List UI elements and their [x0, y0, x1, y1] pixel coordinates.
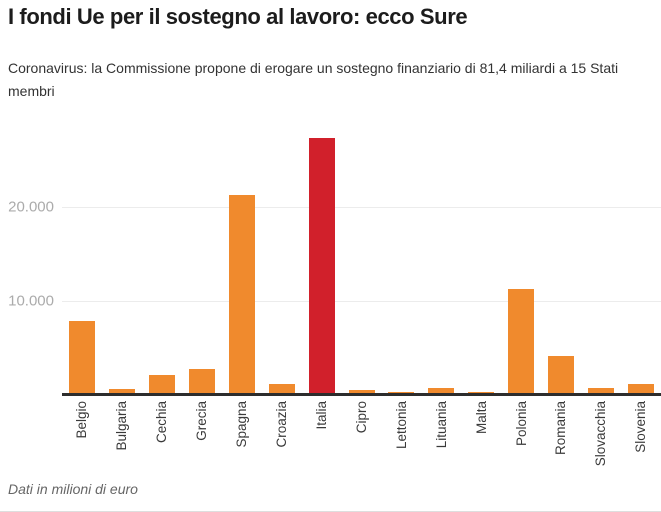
- bar-cell: [581, 130, 621, 394]
- bar-romania: [548, 356, 575, 394]
- bar-cell: [621, 130, 661, 394]
- x-label-cell: Grecia: [182, 401, 222, 475]
- x-axis-label-grecia: Grecia: [194, 401, 210, 441]
- bar-cell: [382, 130, 422, 394]
- bar-cell: [461, 130, 501, 394]
- plot-area: 10.000 20.000: [0, 130, 661, 394]
- bar-cell: [302, 130, 342, 394]
- x-label-cell: Cechia: [142, 401, 182, 475]
- bar-italia: [308, 138, 335, 394]
- x-label-cell: Polonia: [501, 401, 541, 475]
- x-axis-label-croazia: Croazia: [273, 401, 289, 448]
- x-label-cell: Cipro: [342, 401, 382, 475]
- bar-bulgaria: [108, 389, 135, 394]
- x-axis-label-slovenia: Slovenia: [633, 401, 649, 453]
- x-axis-label-lettonia: Lettonia: [393, 401, 409, 450]
- x-label-cell: Romania: [541, 401, 581, 475]
- bar-polonia: [508, 289, 535, 394]
- y-tick-label: 10.000: [8, 292, 54, 310]
- gridline-20.000: [62, 207, 661, 209]
- x-axis-label-bulgaria: Bulgaria: [114, 401, 130, 451]
- x-label-cell: Spagna: [222, 401, 262, 475]
- bar-cechia: [148, 375, 175, 394]
- x-axis-label-cechia: Cechia: [154, 401, 170, 444]
- x-axis-label-polonia: Polonia: [513, 401, 529, 447]
- gridline-10.000: [62, 300, 661, 302]
- bar-cell: [501, 130, 541, 394]
- x-label-cell: Croazia: [262, 401, 302, 475]
- x-label-cell: Malta: [461, 401, 501, 475]
- bar-cell: [102, 130, 142, 394]
- x-axis-label-italia: Italia: [313, 401, 329, 430]
- bar-croazia: [268, 384, 295, 394]
- x-axis-label-spagna: Spagna: [233, 401, 249, 448]
- bar-cell: [541, 130, 581, 394]
- bar-slovenia: [628, 384, 655, 394]
- x-axis-label-romania: Romania: [553, 401, 569, 456]
- bars-row: [62, 130, 661, 394]
- chart-footnote: Dati in milioni di euro: [8, 481, 138, 497]
- bar-slovacchia: [588, 388, 615, 394]
- bar-cell: [182, 130, 222, 394]
- bar-cell: [421, 130, 461, 394]
- x-axis-line: [62, 393, 661, 396]
- x-axis-labels: Belgio Bulgaria Cechia Grecia Spagna Croazia I…: [62, 401, 661, 475]
- x-axis-label-lituania: Lituania: [433, 401, 449, 449]
- page-title: I fondi Ue per il sostegno al lavoro: ec…: [8, 4, 468, 29]
- bar-lituania: [428, 388, 455, 394]
- x-label-cell: Bulgaria: [102, 401, 142, 475]
- x-label-cell: Slovenia: [621, 401, 661, 475]
- x-axis-label-slovacchia: Slovacchia: [593, 401, 609, 467]
- bar-cell: [62, 130, 102, 394]
- x-label-cell: Lituania: [421, 401, 461, 475]
- x-label-cell: Belgio: [62, 401, 102, 475]
- bar-cell: [142, 130, 182, 394]
- bar-cipro: [348, 390, 375, 394]
- bar-belgio: [68, 321, 95, 394]
- page-subtitle: Coronavirus: la Commissione propone di e…: [8, 60, 619, 99]
- bar-cell: [222, 130, 262, 394]
- bar-spagna: [228, 195, 255, 394]
- y-tick-label: 20.000: [8, 198, 54, 216]
- x-axis-label-belgio: Belgio: [74, 401, 90, 439]
- bar-cell: [342, 130, 382, 394]
- x-label-cell: Lettonia: [382, 401, 422, 475]
- bar-grecia: [188, 369, 215, 394]
- x-axis-label-malta: Malta: [473, 401, 489, 435]
- bar-cell: [262, 130, 302, 394]
- x-label-cell: Italia: [302, 401, 342, 475]
- x-axis-label-cipro: Cipro: [353, 401, 369, 434]
- x-label-cell: Slovacchia: [581, 401, 621, 475]
